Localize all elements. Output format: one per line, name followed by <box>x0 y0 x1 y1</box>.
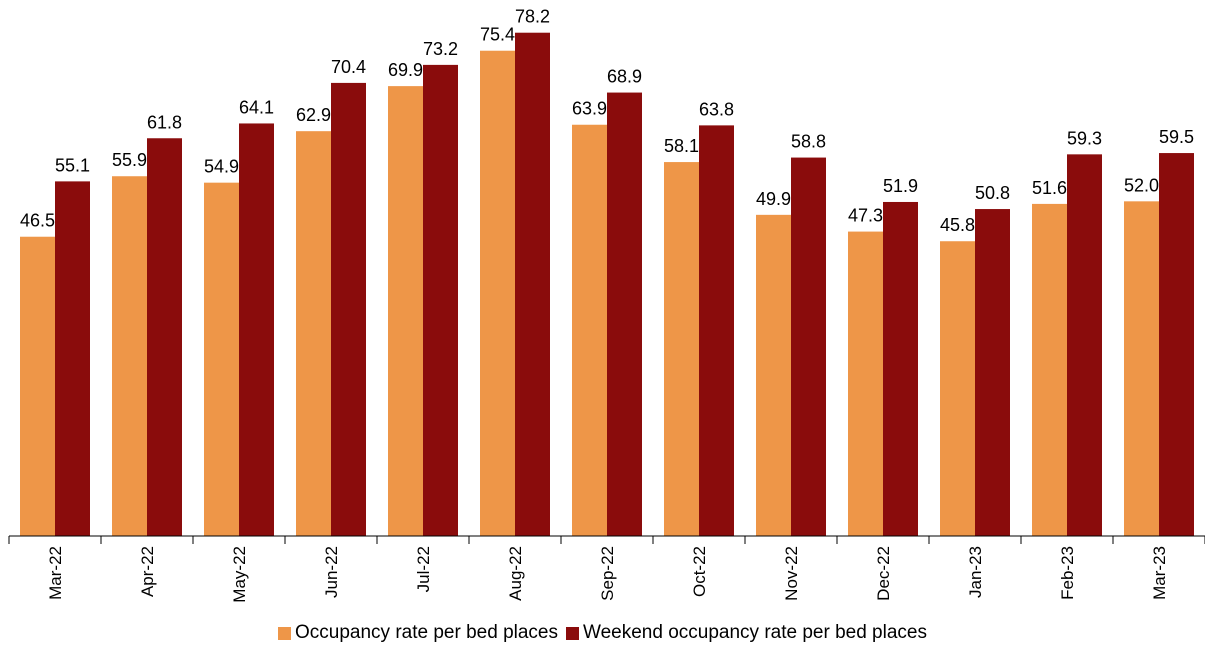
data-label-occupancy: 75.4 <box>480 25 515 45</box>
x-tick-label: Apr-22 <box>138 546 157 597</box>
bar-weekend-sep-22 <box>607 92 642 536</box>
data-label-weekend: 50.8 <box>975 183 1010 203</box>
bar-occupancy-feb-23 <box>1032 203 1067 536</box>
data-label-weekend: 64.1 <box>239 97 274 117</box>
legend-swatch-occupancy <box>278 626 291 640</box>
bar-weekend-aug-22 <box>515 32 550 536</box>
x-tick-label: Aug-22 <box>506 546 525 601</box>
legend-label-occupancy: Occupancy rate per bed places <box>295 622 558 643</box>
legend-swatch-weekend <box>566 626 579 640</box>
data-label-occupancy: 54.9 <box>204 157 239 177</box>
bar-occupancy-apr-22 <box>112 176 147 536</box>
data-label-occupancy: 63.9 <box>572 99 607 119</box>
x-axis: Mar-22 Apr-22 May-22 Jun-22 Jul-22 Aug-22 Sep-… <box>8 535 1205 603</box>
bar-occupancy-jul-22 <box>388 86 423 536</box>
legend-item-occupancy: Occupancy rate per bed places <box>278 622 558 644</box>
data-label-occupancy: 62.9 <box>296 105 331 125</box>
data-label-occupancy: 69.9 <box>388 60 423 80</box>
bar-occupancy-jun-22 <box>296 131 331 536</box>
x-tick-label: Jul-22 <box>414 546 433 592</box>
bar-weekend-dec-22 <box>883 201 918 536</box>
x-tick-label: Dec-22 <box>874 546 893 601</box>
bar-occupancy-dec-22 <box>848 231 883 536</box>
x-tick-label: Oct-22 <box>690 546 709 597</box>
bar-occupancy-oct-22 <box>664 162 699 536</box>
data-label-weekend: 68.9 <box>607 67 642 87</box>
data-label-occupancy: 51.6 <box>1032 178 1067 198</box>
x-tick-label: Jun-22 <box>322 546 341 598</box>
x-tick-label: Jan-23 <box>966 546 985 598</box>
data-label-weekend: 59.3 <box>1067 128 1102 148</box>
bar-occupancy-jan-23 <box>940 241 975 536</box>
bar-weekend-feb-23 <box>1067 154 1102 536</box>
data-label-occupancy: 49.9 <box>756 189 791 209</box>
data-label-occupancy: 46.5 <box>20 211 55 231</box>
x-tick-label: Mar-23 <box>1150 546 1169 600</box>
data-label-occupancy: 52.0 <box>1124 175 1159 195</box>
bar-occupancy-nov-22 <box>756 214 791 536</box>
bar-occupancy-mar-22 <box>20 236 55 536</box>
data-label-weekend: 58.8 <box>791 132 826 152</box>
bar-weekend-apr-22 <box>147 138 182 537</box>
legend-item-weekend: Weekend occupancy rate per bed places <box>566 622 927 644</box>
bar-chart: 46.5 55.1 55.961.8 54.9 64.1 62.9 70.4 69.973.2… <box>8 7 1205 603</box>
bar-weekend-jan-23 <box>975 209 1010 536</box>
bar-weekend-may-22 <box>239 123 274 537</box>
data-label-weekend: 63.8 <box>699 99 734 119</box>
bar-weekend-mar-23 <box>1159 153 1194 537</box>
bar-occupancy-aug-22 <box>480 50 515 537</box>
bar-weekend-mar-22 <box>55 181 90 536</box>
bars-layer <box>20 32 1194 537</box>
data-label-weekend: 55.1 <box>55 155 90 175</box>
bar-weekend-nov-22 <box>791 157 826 536</box>
data-label-occupancy: 55.9 <box>112 150 147 170</box>
x-tick-label: Nov-22 <box>782 546 801 601</box>
data-label-weekend: 73.2 <box>423 39 458 59</box>
data-label-occupancy: 45.8 <box>940 215 975 235</box>
bar-occupancy-mar-23 <box>1124 201 1159 536</box>
data-label-weekend: 78.2 <box>515 7 550 27</box>
x-tick-label: May-22 <box>230 546 249 603</box>
data-label-occupancy: 58.1 <box>664 136 699 156</box>
bar-occupancy-sep-22 <box>572 124 607 537</box>
bar-weekend-jul-22 <box>423 64 458 536</box>
bar-weekend-oct-22 <box>699 125 734 536</box>
data-label-weekend: 61.8 <box>147 112 182 132</box>
data-label-occupancy: 47.3 <box>848 206 883 226</box>
bar-occupancy-may-22 <box>204 182 239 536</box>
x-tick-label: Mar-22 <box>46 546 65 600</box>
x-tick-label: Sep-22 <box>598 546 617 601</box>
x-tick-label: Feb-23 <box>1058 546 1077 600</box>
data-labels-layer: 46.5 55.1 55.961.8 54.9 64.1 62.9 70.4 69.973.2… <box>20 7 1194 236</box>
bar-weekend-jun-22 <box>331 82 366 536</box>
legend-label-weekend: Weekend occupancy rate per bed places <box>583 622 927 643</box>
data-label-weekend: 59.5 <box>1159 127 1194 147</box>
data-label-weekend: 51.9 <box>883 176 918 196</box>
data-label-weekend: 70.4 <box>331 57 366 77</box>
legend: Occupancy rate per bed places Weekend oc… <box>0 622 1205 644</box>
